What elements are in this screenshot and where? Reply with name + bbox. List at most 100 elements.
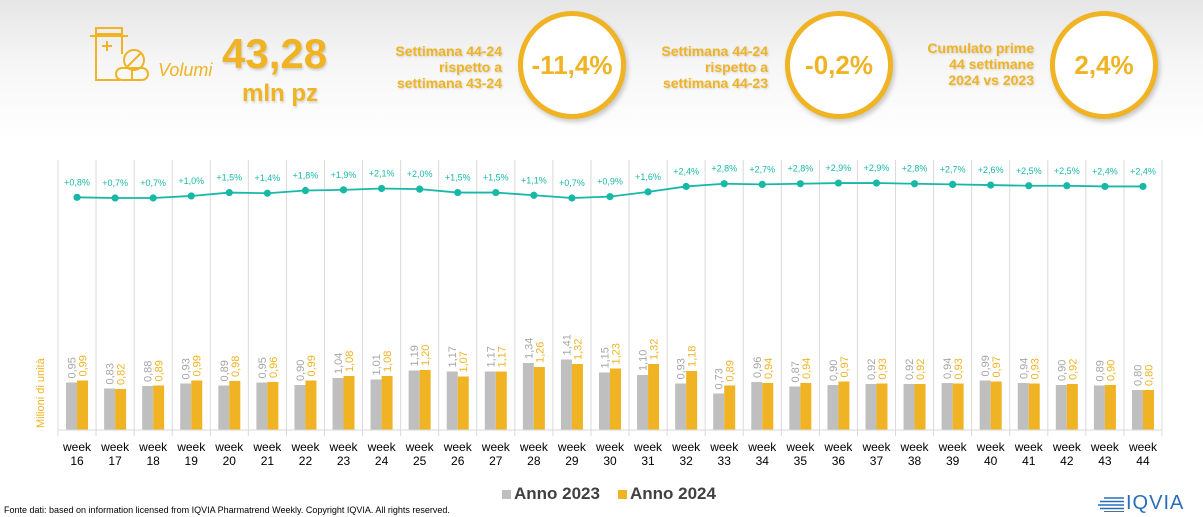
bar-label-2023: 0,99	[980, 355, 992, 376]
bar-2023	[408, 370, 420, 430]
growth-label: +1,9%	[331, 170, 357, 180]
bar-label-2024: 0,89	[725, 360, 737, 381]
growth-label: +1,5%	[445, 173, 471, 183]
bar-2024	[1028, 383, 1040, 430]
growth-point	[530, 191, 538, 199]
bar-labels: 0,95 0,99 0,83 0,82 0,88 0,89 0,93 0,99 0,89 0,98…	[67, 334, 1156, 389]
bar-2024	[343, 376, 355, 430]
bar-label-2023: 1,17	[485, 346, 497, 367]
bar-2024	[1066, 384, 1078, 430]
bar-label-2023: 0,95	[67, 357, 79, 378]
bar-label-2024: 0,97	[839, 356, 851, 377]
x-tick-label: week 23	[329, 440, 359, 468]
bar-2023	[751, 382, 763, 430]
x-tick-label: week 31	[633, 440, 663, 468]
kpi-cumulative-value: 2,4%	[1074, 49, 1134, 80]
bar-label-2024: 0,97	[991, 356, 1003, 377]
growth-label: +1,4%	[254, 173, 280, 183]
bar-2023	[827, 385, 839, 430]
bar-2023	[560, 359, 572, 430]
bar-label-2024: 1,32	[572, 339, 584, 360]
growth-label: +2,8%	[787, 164, 813, 174]
bar-label-2024: 1,32	[649, 339, 661, 360]
x-tick-label: week 39	[938, 440, 968, 468]
bar-label-2023: 1,10	[638, 350, 650, 371]
kpi-cumulative-circle: 2,4%	[1050, 11, 1158, 119]
kpi-desc-line: rispetto a	[704, 59, 768, 75]
bar-label-2023: 0,94	[942, 358, 954, 379]
growth-point	[492, 188, 500, 197]
bar-label-2024: 0,80	[1143, 365, 1155, 386]
x-tick-label: week 16	[62, 440, 92, 468]
bar-2023	[979, 380, 991, 430]
x-tick-label: week 38	[900, 440, 930, 468]
growth-point	[758, 180, 766, 188]
growth-point	[1025, 182, 1033, 190]
growth-label: +0,8%	[64, 177, 90, 187]
bar-2023	[1017, 383, 1029, 430]
bar-label-2023: 0,90	[295, 360, 307, 381]
bar-2024	[115, 389, 127, 430]
growth-label: +0,7%	[559, 178, 585, 188]
x-tick-label: week 32	[671, 440, 701, 468]
bar-2023	[713, 393, 725, 430]
bar-2023	[522, 363, 534, 430]
growth-point	[225, 188, 233, 197]
bar-label-2024: 0,92	[1067, 359, 1079, 380]
bar-label-2024: 1,23	[611, 343, 623, 364]
weekly-volumes-chart: 0,95 0,99 0,83 0,82 0,88 0,89 0,93 0,99 0,89 0,98…	[57, 160, 1163, 468]
kpi-cumulative-description: Cumulato prime 44 settimane 2024 vs 2023	[912, 40, 1034, 88]
growth-label: +0,7%	[102, 178, 128, 188]
bar-label-2024: 0,99	[306, 355, 318, 376]
bar-2024	[229, 381, 241, 430]
kpi-volumes: Volumi 43,28 mln pz	[90, 24, 340, 114]
kpi-weekly-change-description: Settimana 44-24 rispetto a settimana 43-…	[380, 43, 502, 91]
growth-label: +2,9%	[864, 163, 890, 173]
bar-2023	[865, 384, 877, 430]
bar-2023	[370, 379, 382, 430]
legend-swatch-2024	[617, 489, 627, 499]
bar-label-2023: 0,95	[257, 357, 269, 378]
bar-label-2024: 1,26	[534, 342, 546, 363]
bar-2023	[599, 372, 610, 430]
x-tick-label: week 27	[481, 440, 511, 468]
kpi-desc-line: settimana 44-23	[662, 75, 768, 91]
x-tick-label: week 22	[290, 440, 320, 468]
bar-label-2023: 0,93	[676, 358, 688, 379]
growth-point	[1139, 182, 1147, 191]
kpi-desc-line: 44 settimane	[949, 56, 1034, 72]
kpi-desc-line: Settimana 44-24	[395, 43, 502, 59]
legend-swatch-2023	[502, 489, 511, 499]
bar-label-2023: 1,01	[371, 354, 383, 375]
growth-label: +1,1%	[521, 175, 547, 185]
x-tick-label: week 34	[747, 440, 777, 468]
bar-2024	[305, 380, 317, 430]
bar-2024	[77, 380, 89, 430]
bar-label-2023: 1,34	[523, 338, 535, 359]
bar-label-2024: 0,93	[1029, 358, 1041, 379]
bar-label-2024: 0,82	[116, 364, 128, 385]
bar-label-2024: 0,96	[268, 357, 280, 378]
bar-2023	[294, 385, 306, 430]
bar-label-2024: 0,90	[1105, 360, 1117, 381]
growth-point	[910, 180, 919, 188]
growth-label: +1,5%	[216, 173, 242, 183]
growth-label: +2,4%	[1092, 166, 1118, 176]
growth-point	[834, 179, 843, 187]
x-tick-label: week 43	[1090, 440, 1120, 468]
legend-item-2023: Anno 2023	[502, 484, 600, 504]
x-tick-label: week 18	[138, 440, 168, 468]
bar-label-2023: 0,89	[1094, 360, 1106, 381]
legend-label-2024: Anno 2024	[629, 484, 716, 503]
growth-label: +2,6%	[978, 165, 1004, 175]
growth-point	[1101, 182, 1109, 191]
volumes-label: Volumi	[158, 60, 213, 80]
growth-label: +2,8%	[711, 164, 737, 174]
bar-label-2024: 1,07	[458, 351, 470, 372]
growth-point	[606, 193, 614, 201]
growth-point	[149, 194, 157, 202]
bar-label-2023: 0,92	[904, 359, 916, 380]
bar-2024	[191, 380, 203, 430]
growth-point	[416, 185, 424, 193]
bar-2024	[1104, 385, 1116, 430]
